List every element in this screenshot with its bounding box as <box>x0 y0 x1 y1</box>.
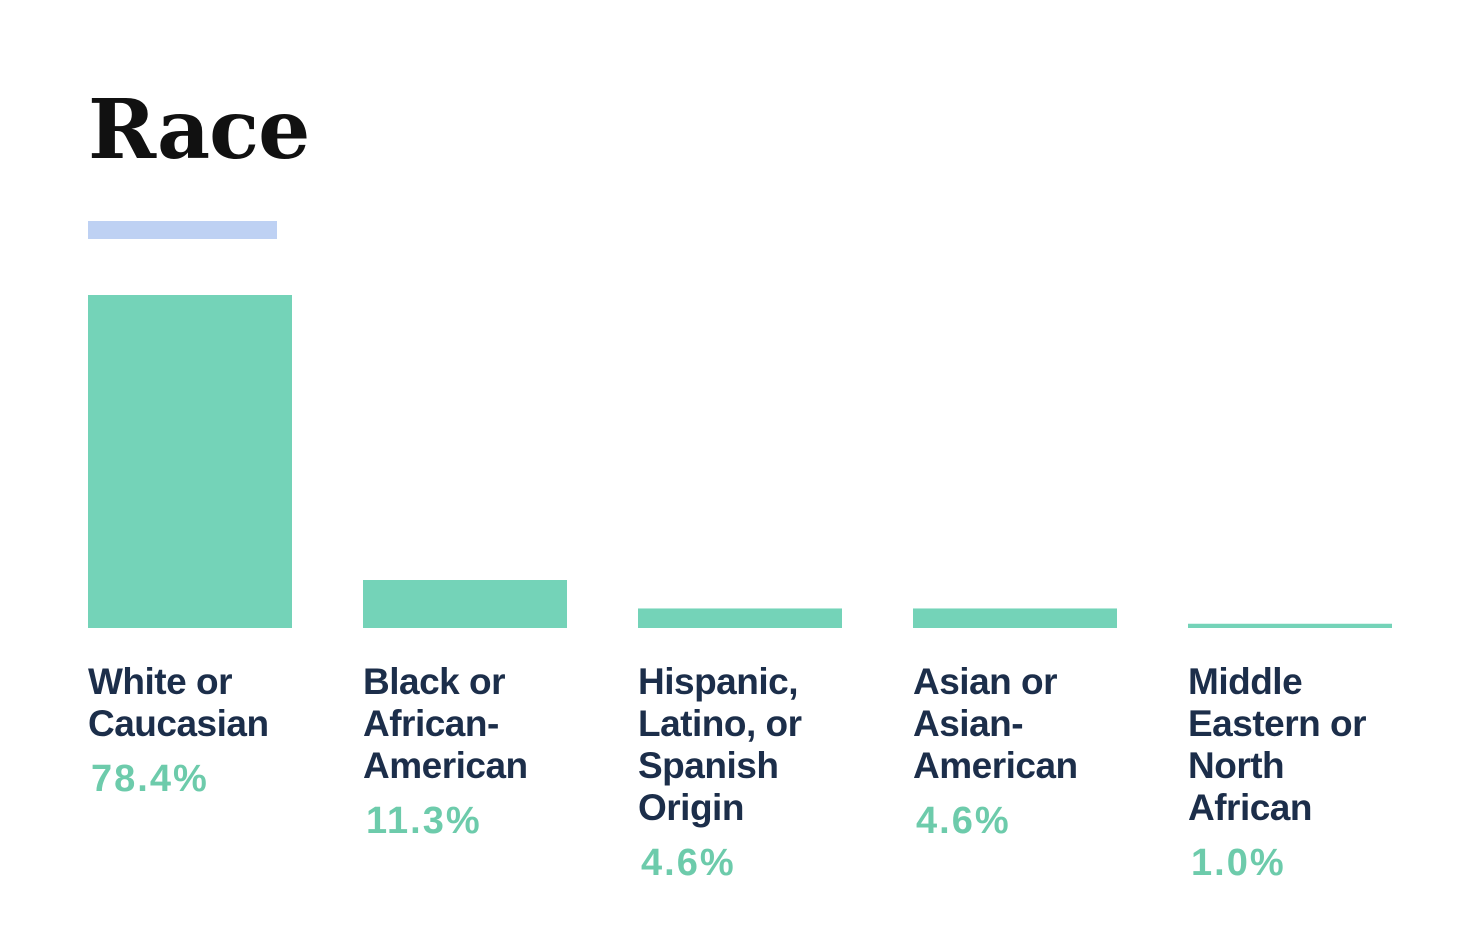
title-accent-bar <box>88 221 277 239</box>
category-label-1: White or Caucasian <box>88 661 269 744</box>
category-label-3: Hispanic, Latino, or Spanish Origin <box>638 661 802 828</box>
bar-1 <box>88 295 292 628</box>
category-label-4: Asian or Asian- American <box>913 661 1078 786</box>
bar-2 <box>363 580 567 628</box>
bar-4 <box>913 608 1117 628</box>
category-label-5: Middle Eastern or North African <box>1188 661 1367 828</box>
bar-3 <box>638 608 842 628</box>
value-label-2: 11.3% <box>366 800 482 842</box>
value-label-5: 1.0% <box>1191 842 1286 884</box>
value-label-3: 4.6% <box>641 842 736 884</box>
chart-title: Race <box>88 82 310 178</box>
value-label-1: 78.4% <box>91 758 209 800</box>
bar-5 <box>1188 623 1392 628</box>
value-label-4: 4.6% <box>916 800 1011 842</box>
category-label-2: Black or African- American <box>363 661 528 786</box>
